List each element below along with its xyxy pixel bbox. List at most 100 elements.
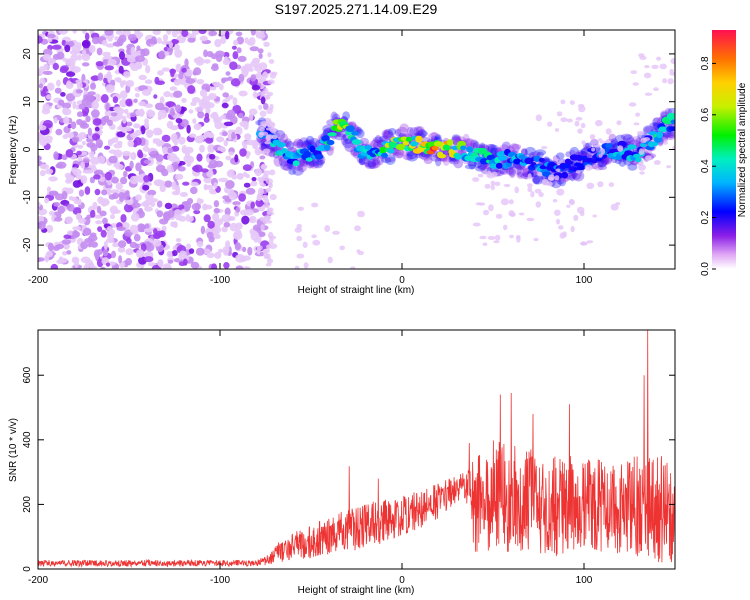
noise-blob — [112, 96, 119, 104]
noise-blob — [43, 70, 53, 75]
noise-blob — [171, 181, 177, 190]
noise-blob — [243, 122, 249, 130]
noise-blob — [90, 241, 99, 248]
noise-blob — [184, 146, 194, 154]
colorbar-tick-label: 0.8 — [700, 56, 711, 70]
noise-blob — [148, 39, 156, 45]
ridge-blob — [513, 158, 522, 165]
noise-blob — [54, 217, 63, 222]
sparse-blob — [296, 253, 305, 259]
noise-blob — [138, 151, 144, 159]
noise-blob — [171, 39, 180, 44]
noise-blob — [242, 164, 252, 172]
noise-blob — [82, 169, 90, 174]
noise-blob — [87, 91, 96, 96]
noise-blob — [130, 212, 140, 222]
noise-blob — [238, 193, 247, 202]
noise-blob — [110, 213, 115, 220]
ridge-halo — [413, 126, 424, 137]
sparse-blob — [264, 203, 270, 209]
noise-blob — [64, 44, 71, 53]
noise-blob — [235, 253, 246, 263]
noise-blob — [166, 30, 172, 35]
noise-blob — [38, 70, 43, 76]
noise-blob — [111, 250, 116, 259]
noise-blob — [204, 112, 210, 119]
noise-blob — [122, 150, 131, 157]
sparse-blob — [494, 234, 501, 241]
noise-blob — [223, 139, 229, 147]
noise-blob — [179, 250, 187, 259]
ridge-halo — [358, 157, 366, 166]
noise-blob — [108, 155, 118, 164]
noise-blob — [123, 71, 131, 78]
noise-blob — [190, 186, 198, 195]
ridge-halo — [508, 166, 516, 177]
ridge-halo — [464, 138, 473, 149]
noise-blob — [97, 72, 104, 81]
sparse-blob — [554, 128, 560, 132]
sparse-blob — [526, 217, 535, 222]
noise-blob — [46, 186, 52, 193]
sparse-blob — [518, 212, 525, 216]
noise-blob — [89, 151, 95, 159]
noise-blob — [238, 73, 245, 83]
sparse-blob — [537, 171, 543, 177]
noise-blob — [92, 118, 102, 126]
ridge-halo — [416, 130, 428, 138]
noise-blob — [65, 93, 76, 102]
ridge-halo — [644, 126, 653, 134]
noise-blob — [225, 180, 235, 189]
noise-blob — [38, 35, 43, 44]
noise-blob — [100, 266, 106, 269]
noise-blob — [125, 98, 133, 107]
noise-blob — [102, 248, 109, 257]
ridge-blob — [364, 145, 372, 150]
sparse-blob — [265, 263, 272, 267]
noise-blob — [229, 61, 238, 70]
noise-blob — [218, 177, 229, 183]
ridge-halo — [302, 141, 310, 148]
ridge-blob — [451, 145, 459, 151]
noise-blob — [114, 77, 122, 82]
noise-blob — [198, 30, 207, 35]
colorbar-gradient — [712, 30, 736, 269]
ridge-halo — [292, 141, 300, 147]
noise-blob — [135, 194, 142, 201]
noise-blob — [107, 231, 115, 241]
noise-blob — [45, 168, 54, 175]
noise-blob — [75, 175, 84, 180]
noise-blob — [227, 76, 233, 81]
ridge-halo — [435, 156, 442, 167]
noise-blob — [170, 107, 175, 117]
ridge-halo — [372, 157, 381, 166]
ridge-halo — [260, 138, 268, 146]
noise-blob — [82, 30, 87, 35]
noise-blob — [117, 246, 126, 253]
noise-blob — [204, 184, 214, 190]
ridge-halo — [576, 150, 585, 156]
noise-blob — [213, 116, 223, 123]
noise-blob — [92, 201, 98, 210]
noise-blob — [61, 39, 67, 46]
sparse-blob — [559, 232, 565, 239]
sparse-blob — [479, 235, 487, 240]
sparse-blob — [491, 171, 498, 178]
noise-blob — [234, 229, 242, 237]
ridge-halo — [569, 146, 580, 158]
sparse-blob — [267, 52, 272, 58]
noise-blob — [99, 210, 107, 217]
noise-blob — [173, 90, 183, 98]
sparse-blob — [638, 53, 645, 58]
noise-blob — [188, 133, 197, 138]
noise-blob — [221, 226, 228, 233]
noise-blob — [111, 176, 119, 184]
ridge-halo — [300, 159, 309, 166]
noise-blob — [120, 214, 127, 223]
noise-blob — [134, 93, 140, 98]
sparse-blob — [269, 127, 277, 133]
ridge-halo — [597, 159, 607, 168]
noise-blob — [170, 221, 176, 228]
noise-blob — [250, 30, 256, 36]
noise-blob — [196, 240, 204, 248]
